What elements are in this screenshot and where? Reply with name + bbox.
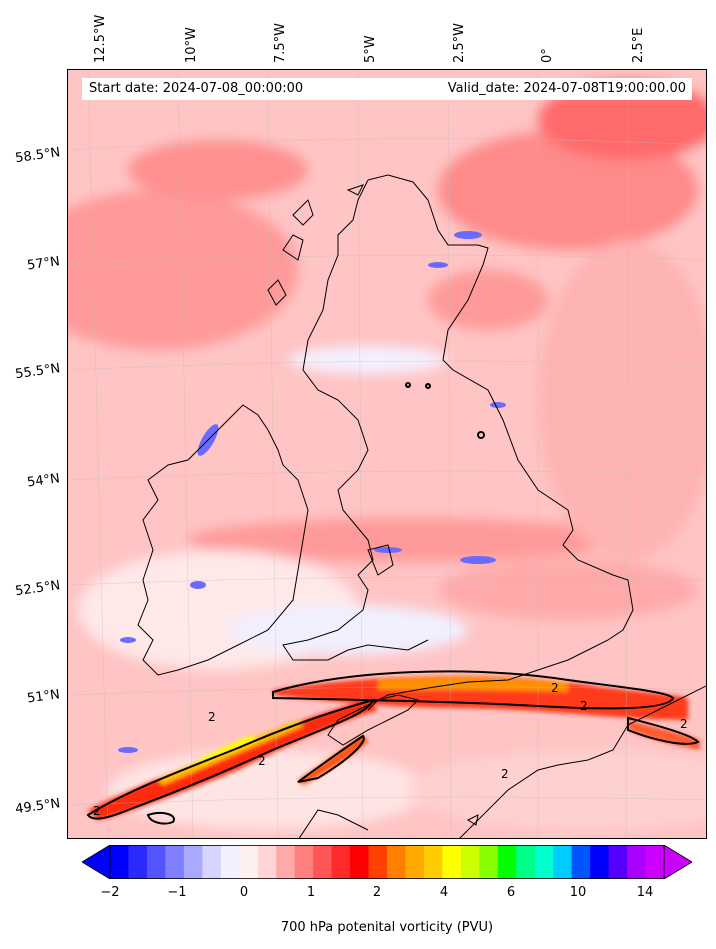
colorbar-swatch <box>460 845 480 879</box>
colorbar-swatch <box>294 845 314 879</box>
latitude-label: 55.5°N <box>14 361 62 383</box>
colorbar-swatch <box>276 845 296 879</box>
colorbar-swatch <box>313 845 333 879</box>
longitude-label: 12.5°W <box>93 14 108 63</box>
colorbar-swatch <box>590 845 610 879</box>
colorbar-tick-label: −2 <box>100 885 120 900</box>
latitude-label: 57°N <box>26 254 62 274</box>
colorbar-swatch <box>645 845 665 879</box>
contour-label: 2 <box>258 754 266 768</box>
map-panel: 2 2 2 2 2 2 2 Start date: 2024-07-08_00:… <box>67 69 707 839</box>
colorbar-tick-label: 14 <box>636 885 654 900</box>
colorbar-swatch <box>479 845 499 879</box>
pv-band <box>88 675 700 820</box>
colorbar-swatch <box>627 845 647 879</box>
colorbar-swatch <box>220 845 240 879</box>
contour-label: 2 <box>93 804 101 818</box>
latitude-label: 51°N <box>26 687 62 707</box>
longitude-label: 5°W <box>363 35 378 63</box>
contour-label: 2 <box>551 681 559 695</box>
longitude-label: 0° <box>540 48 555 63</box>
colorbar-max-extend <box>663 845 692 879</box>
colorbar-swatch <box>516 845 536 879</box>
colorbar-outline <box>109 845 665 879</box>
colorbar-swatch <box>571 845 591 879</box>
colorbar-tick-label: 2 <box>372 885 382 900</box>
colorbar-tick-label: 4 <box>439 885 449 900</box>
colorbar-swatch <box>608 845 628 879</box>
longitude-label: 10°W <box>184 27 199 63</box>
colorbar-swatch <box>534 845 554 879</box>
longitude-label: 2.5°E <box>631 27 646 63</box>
colorbar-swatch <box>331 845 351 879</box>
latitude-label: 58.5°N <box>14 145 62 167</box>
colorbar-tick-label: −1 <box>167 885 187 900</box>
contour-label: 2 <box>580 699 588 713</box>
coastlines <box>137 174 706 838</box>
graticule <box>68 70 706 838</box>
colorbar-swatch <box>387 845 406 879</box>
start-date-text: Start date: 2024-07-08_00:00:00 <box>89 81 304 96</box>
pv-2-contours <box>86 382 700 825</box>
colorbar-swatch <box>553 845 573 879</box>
colorbar-swatch <box>146 845 166 879</box>
contour-label: 2 <box>680 717 688 731</box>
latitude-label: 49.5°N <box>14 796 62 818</box>
colorbar-title: 700 hPa potenital vorticity (PVU) <box>280 920 494 935</box>
colorbar-swatch <box>183 845 203 879</box>
colorbar-swatch <box>165 845 185 879</box>
colorbar-swatch <box>128 845 148 879</box>
valid-date-text: Valid_date: 2024-07-08T19:00:00.00 <box>447 81 686 96</box>
colorbar-min-extend <box>82 845 111 879</box>
colorbar-tick-label: 10 <box>569 885 587 900</box>
colorbar-swatch <box>442 845 462 879</box>
longitude-label: 7.5°W <box>273 22 288 63</box>
pv-field-map: 2 2 2 2 2 2 2 <box>68 70 706 838</box>
colorbar-swatch <box>350 845 370 879</box>
colorbar-swatch <box>257 845 277 879</box>
colorbar-tick-label: 0 <box>239 885 249 900</box>
colorbar-tick-label: 1 <box>306 885 316 900</box>
longitude-label: 2.5°W <box>452 22 467 63</box>
contour-label: 2 <box>501 767 509 781</box>
colorbar-swatch <box>497 845 517 879</box>
colorbar-swatch <box>110 845 129 879</box>
colorbar-swatch <box>239 845 259 879</box>
latitude-label: 52.5°N <box>14 578 62 600</box>
date-info-box: Start date: 2024-07-08_00:00:00 Valid_da… <box>82 78 692 100</box>
colorbar-swatch <box>405 845 425 879</box>
latitude-label: 54°N <box>26 471 62 491</box>
colorbar <box>82 845 692 879</box>
colorbar-tick-label: 6 <box>506 885 516 900</box>
contour-labels: 2 2 2 2 2 2 2 <box>93 681 688 818</box>
colorbar-swatch <box>423 845 443 879</box>
colorbar-swatch <box>202 845 222 879</box>
colorbar-swatch <box>368 845 388 879</box>
contour-label: 2 <box>208 710 216 724</box>
